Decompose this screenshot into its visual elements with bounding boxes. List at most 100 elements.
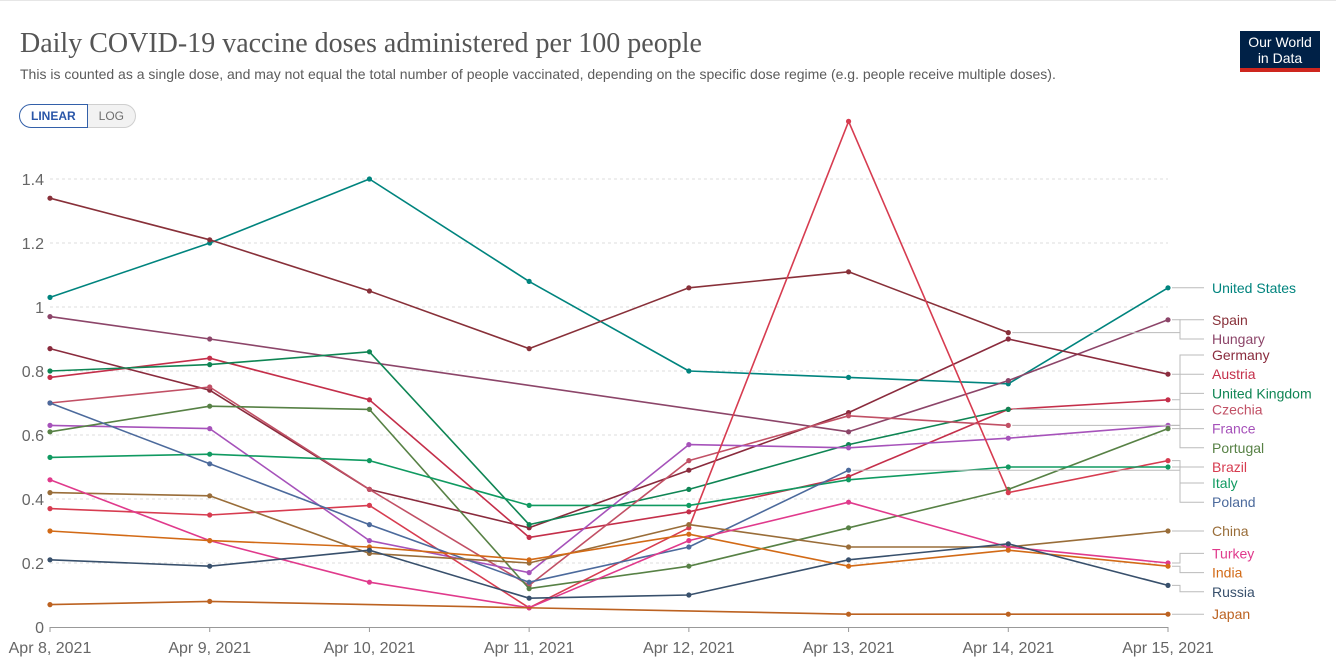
data-point[interactable] bbox=[1005, 541, 1011, 547]
data-point[interactable] bbox=[686, 502, 692, 508]
data-point[interactable] bbox=[207, 362, 213, 368]
data-point[interactable] bbox=[1165, 611, 1171, 617]
data-point[interactable] bbox=[526, 522, 532, 528]
data-point[interactable] bbox=[1005, 378, 1011, 384]
data-point[interactable] bbox=[366, 522, 373, 528]
legend-label[interactable]: Czechia bbox=[1212, 401, 1263, 417]
log-scale-button[interactable]: LOG bbox=[87, 104, 137, 128]
data-point[interactable] bbox=[526, 346, 532, 352]
series-line-united-states[interactable] bbox=[49, 178, 1169, 385]
legend-label[interactable]: Spain bbox=[1212, 312, 1248, 328]
data-point[interactable] bbox=[47, 314, 53, 320]
legend-label[interactable]: Turkey bbox=[1212, 545, 1254, 561]
legend-label[interactable]: Germany bbox=[1212, 347, 1270, 363]
data-point[interactable] bbox=[207, 461, 213, 467]
legend-label[interactable]: Brazil bbox=[1212, 459, 1247, 475]
data-point[interactable] bbox=[686, 531, 692, 537]
data-point[interactable] bbox=[47, 368, 53, 374]
data-point[interactable] bbox=[207, 538, 213, 544]
data-point[interactable] bbox=[845, 563, 852, 569]
data-point[interactable] bbox=[47, 400, 53, 406]
data-point[interactable] bbox=[686, 509, 692, 515]
data-point[interactable] bbox=[1005, 547, 1011, 553]
data-point[interactable] bbox=[207, 563, 213, 569]
data-point[interactable] bbox=[845, 557, 852, 563]
legend-label[interactable]: Poland bbox=[1212, 494, 1256, 510]
data-point[interactable] bbox=[1005, 406, 1011, 412]
data-point[interactable] bbox=[1005, 435, 1011, 441]
data-point[interactable] bbox=[1165, 563, 1171, 569]
data-point[interactable] bbox=[366, 349, 373, 355]
data-point[interactable] bbox=[207, 237, 213, 243]
data-point[interactable] bbox=[686, 486, 692, 492]
series-line-spain[interactable] bbox=[49, 197, 1009, 350]
legend-label[interactable]: Italy bbox=[1212, 475, 1238, 491]
data-point[interactable] bbox=[845, 467, 852, 473]
data-point[interactable] bbox=[207, 451, 213, 457]
data-point[interactable] bbox=[526, 579, 532, 585]
data-point[interactable] bbox=[845, 118, 852, 124]
data-point[interactable] bbox=[207, 493, 213, 499]
data-point[interactable] bbox=[366, 458, 373, 464]
data-point[interactable] bbox=[845, 413, 852, 419]
data-point[interactable] bbox=[366, 547, 373, 553]
data-point[interactable] bbox=[366, 397, 373, 403]
data-point[interactable] bbox=[47, 490, 53, 496]
series-line-china[interactable] bbox=[49, 491, 1169, 564]
data-point[interactable] bbox=[526, 502, 532, 508]
series-line-brazil[interactable] bbox=[49, 120, 1169, 609]
data-point[interactable] bbox=[1165, 426, 1171, 432]
data-point[interactable] bbox=[845, 544, 852, 550]
data-point[interactable] bbox=[1165, 458, 1171, 464]
series-line-czechia[interactable] bbox=[49, 386, 1009, 587]
series-line-russia[interactable] bbox=[49, 543, 1169, 599]
legend-label[interactable]: Russia bbox=[1212, 584, 1255, 600]
series-line-italy[interactable] bbox=[49, 453, 1168, 507]
data-point[interactable] bbox=[47, 506, 53, 512]
series-line-poland[interactable] bbox=[49, 402, 849, 583]
data-point[interactable] bbox=[845, 477, 852, 483]
data-point[interactable] bbox=[1165, 464, 1171, 470]
series-line-france[interactable] bbox=[49, 424, 1169, 574]
data-point[interactable] bbox=[526, 595, 532, 601]
data-point[interactable] bbox=[207, 403, 213, 409]
data-point[interactable] bbox=[686, 442, 692, 448]
legend-label[interactable]: India bbox=[1212, 565, 1243, 581]
data-point[interactable] bbox=[207, 598, 213, 605]
data-point[interactable] bbox=[207, 512, 213, 518]
data-point[interactable] bbox=[1165, 317, 1171, 323]
data-point[interactable] bbox=[1005, 611, 1011, 617]
data-point[interactable] bbox=[47, 422, 53, 428]
data-point[interactable] bbox=[686, 592, 692, 598]
data-point[interactable] bbox=[686, 285, 692, 291]
linear-scale-button[interactable]: LINEAR bbox=[19, 104, 88, 128]
data-point[interactable] bbox=[845, 445, 852, 451]
data-point[interactable] bbox=[526, 586, 532, 592]
data-point[interactable] bbox=[207, 336, 213, 342]
data-point[interactable] bbox=[526, 278, 532, 284]
data-point[interactable] bbox=[47, 477, 53, 483]
series-line-turkey[interactable] bbox=[49, 479, 1169, 609]
data-point[interactable] bbox=[47, 374, 53, 380]
owid-logo[interactable]: Our World in Data bbox=[1240, 31, 1320, 72]
data-point[interactable] bbox=[686, 538, 692, 544]
data-point[interactable] bbox=[207, 426, 213, 432]
data-point[interactable] bbox=[1005, 330, 1011, 336]
data-point[interactable] bbox=[845, 499, 852, 505]
legend-label[interactable]: Japan bbox=[1212, 606, 1250, 622]
data-point[interactable] bbox=[47, 195, 53, 201]
data-point[interactable] bbox=[1005, 464, 1011, 470]
data-point[interactable] bbox=[845, 611, 852, 617]
data-point[interactable] bbox=[207, 355, 213, 361]
data-point[interactable] bbox=[47, 602, 53, 608]
data-point[interactable] bbox=[526, 557, 532, 563]
data-point[interactable] bbox=[366, 176, 373, 182]
data-point[interactable] bbox=[1165, 371, 1171, 377]
data-point[interactable] bbox=[366, 288, 373, 294]
data-point[interactable] bbox=[1165, 397, 1171, 403]
legend-label[interactable]: Portugal bbox=[1212, 440, 1264, 456]
data-point[interactable] bbox=[526, 570, 532, 576]
data-point[interactable] bbox=[526, 534, 532, 541]
data-point[interactable] bbox=[845, 429, 852, 435]
data-point[interactable] bbox=[686, 458, 692, 464]
